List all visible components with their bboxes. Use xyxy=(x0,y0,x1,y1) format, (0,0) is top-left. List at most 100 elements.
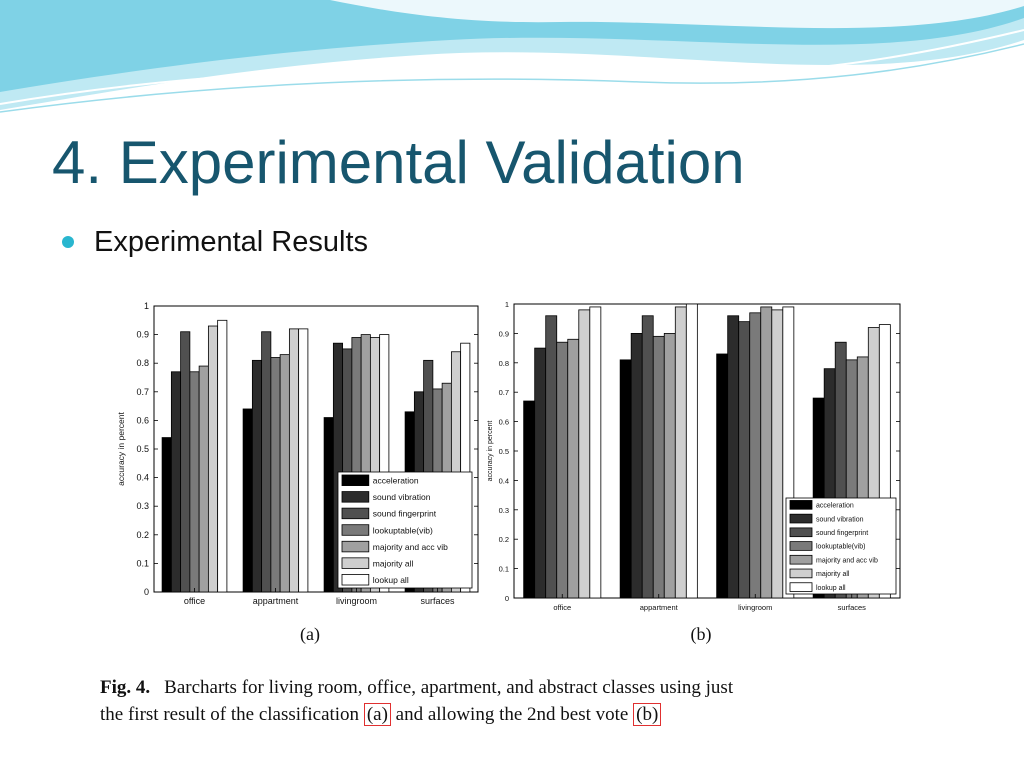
y-tick-label: 0.5 xyxy=(499,447,509,456)
header-wave-decoration xyxy=(0,0,1024,113)
bar-acceleration xyxy=(323,417,334,593)
legend-label: majority and acc vib xyxy=(373,542,448,552)
legend-label: lookuptable(vib) xyxy=(373,525,433,535)
bar-acceleration xyxy=(716,353,729,599)
x-tick-label: appartment xyxy=(640,603,679,612)
legend-label: acceleration xyxy=(373,476,419,486)
bar-lookup-all xyxy=(460,342,471,593)
legend-swatch xyxy=(341,557,370,569)
bar-majority-all xyxy=(674,306,687,599)
bar-sound-fingerprint xyxy=(738,321,751,599)
bar-sound-fingerprint xyxy=(545,315,558,599)
y-tick-label: 0 xyxy=(144,587,149,597)
figure: 0 0.1 0.2 0.3 0.4 0.5 0.6 0.7 0.8 0.9 1 accuracy in… xyxy=(82,290,954,740)
bar-majority-all xyxy=(207,325,219,593)
y-tick-label: 0.2 xyxy=(499,535,509,544)
y-tick-label: 0.4 xyxy=(136,473,149,483)
bar-lookup-all xyxy=(878,324,891,599)
legend-swatch xyxy=(789,554,813,565)
x-tick-label: office xyxy=(184,596,205,606)
bullet-dot-icon xyxy=(62,236,74,248)
caption-ref-a: (a) xyxy=(363,703,391,726)
x-tick-label: appartment xyxy=(253,596,299,606)
y-tick-label: 0.7 xyxy=(499,388,509,397)
legend-label: majority and acc vib xyxy=(816,557,878,564)
legend-swatch xyxy=(341,507,370,520)
bar-sound-vibration xyxy=(727,315,740,599)
legend-swatch xyxy=(789,568,813,579)
chart-panel-2: 0 0.1 0.2 0.3 0.4 0.5 0.6 0.7 0.8 0.9 1 accuracy in… xyxy=(487,300,901,645)
caption-line-1: Fig. 4. Barcharts for living room, office… xyxy=(100,674,950,701)
legend-label: majority all xyxy=(816,571,850,578)
caption-ref-b: (b) xyxy=(633,703,662,726)
bar-majority-all xyxy=(771,309,784,599)
bar-majority-and-acc-vib xyxy=(198,365,209,593)
bar-sound-fingerprint xyxy=(180,331,191,593)
legend-swatch xyxy=(789,541,813,551)
bar-sound-vibration xyxy=(170,371,182,593)
bar-sound-vibration xyxy=(630,333,643,599)
bar-majority-and-acc-vib xyxy=(663,333,676,599)
y-tick-label: 0.1 xyxy=(499,565,509,574)
bar-lookuptable-vib- xyxy=(652,335,665,599)
legend-swatch xyxy=(341,491,370,503)
bar-acceleration xyxy=(242,408,253,593)
legend-swatch xyxy=(789,527,813,538)
x-tick-label: surfaces xyxy=(838,603,867,612)
legend-label: sound fingerprint xyxy=(816,530,868,537)
bar-lookuptable-vib- xyxy=(556,341,569,599)
y-tick-label: 0.8 xyxy=(499,359,509,368)
legend-label: sound vibration xyxy=(373,492,431,502)
y-tick-label: 0.7 xyxy=(136,387,149,397)
panel-label: (b) xyxy=(691,624,712,645)
bar-sound-vibration xyxy=(534,347,547,599)
caption-text-3: and allowing the 2nd best vote xyxy=(395,704,629,725)
y-tick-label: 0.3 xyxy=(499,506,509,515)
bar-lookup-all xyxy=(217,319,228,593)
legend-swatch xyxy=(341,474,370,486)
x-tick-label: office xyxy=(553,603,571,612)
y-tick-label: 1 xyxy=(505,300,509,309)
bar-majority-all xyxy=(578,309,591,599)
bar-lookuptable-vib- xyxy=(270,357,281,593)
bar-lookup-all xyxy=(298,328,309,593)
y-tick-label: 0.6 xyxy=(499,418,509,427)
chart-legend: acceleration sound vibration sound fingerp… xyxy=(337,471,473,589)
y-tick-label: 0.9 xyxy=(136,330,149,340)
legend-label: lookuptable(vib) xyxy=(816,544,865,551)
legend-swatch xyxy=(341,574,370,586)
bar-lookup-all xyxy=(685,303,698,599)
bar-lookup-all xyxy=(782,306,795,599)
y-tick-label: 0.1 xyxy=(136,558,149,568)
figure-label: Fig. 4. xyxy=(100,677,151,698)
caption-text-1: Barcharts for living room, office, apart… xyxy=(164,677,734,698)
legend-label: lookup all xyxy=(373,575,409,585)
y-axis-label: accuracy in percent xyxy=(487,421,494,482)
bar-majority-and-acc-vib xyxy=(279,354,290,593)
bar-lookuptable-vib- xyxy=(749,312,762,599)
caption-text-2: the first result of the classification xyxy=(100,704,360,725)
panel-label: (a) xyxy=(300,624,320,645)
bar-charts: 0 0.1 0.2 0.3 0.4 0.5 0.6 0.7 0.8 0.9 1 accuracy in… xyxy=(116,300,901,645)
chart-legend: acceleration sound vibration sound fingerp… xyxy=(785,497,897,595)
legend-label: acceleration xyxy=(816,503,854,510)
bar-sound-fingerprint xyxy=(261,331,272,593)
y-tick-label: 0.9 xyxy=(499,329,509,338)
y-axis-label: accuracy in percent xyxy=(116,412,126,486)
bar-lookup-all xyxy=(379,334,390,593)
x-tick-label: livingroom xyxy=(738,603,772,612)
bar-majority-and-acc-vib xyxy=(567,338,580,599)
chart-panel-1: 0 0.1 0.2 0.3 0.4 0.5 0.6 0.7 0.8 0.9 1 accuracy in… xyxy=(116,301,479,645)
legend-swatch xyxy=(789,513,813,524)
caption-line-2: the first result of the classification (… xyxy=(100,701,950,728)
y-tick-label: 1 xyxy=(144,301,149,311)
y-tick-label: 0.2 xyxy=(136,530,149,540)
y-tick-label: 0 xyxy=(505,594,509,603)
bar-majority-and-acc-vib xyxy=(760,306,773,599)
legend-swatch xyxy=(341,524,370,536)
legend-label: sound vibration xyxy=(816,516,864,523)
y-tick-label: 0.6 xyxy=(136,415,149,425)
legend-swatch xyxy=(341,540,370,553)
bar-sound-vibration xyxy=(251,359,263,593)
legend-swatch xyxy=(789,582,813,592)
